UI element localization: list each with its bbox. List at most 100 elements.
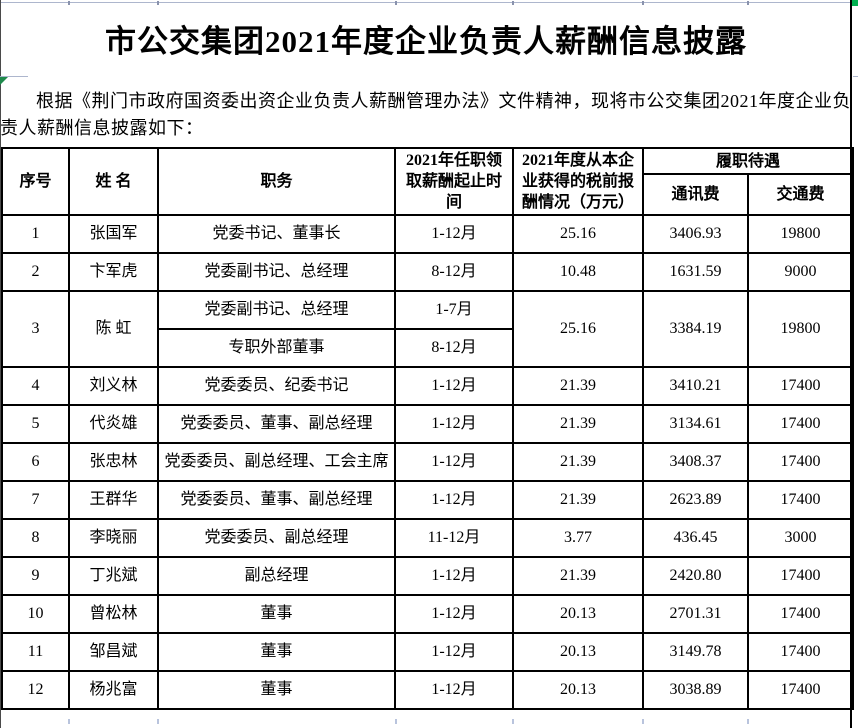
- cell-period: 11-12月: [394, 518, 514, 558]
- table-row: 3 陈 虹 党委副书记、总经理 1-7月 25.16 3384.19 19800: [1, 290, 855, 368]
- cell-comm: 3149.78: [642, 632, 749, 672]
- cell-name: 张国军: [68, 214, 159, 254]
- cell-comm: 2701.31: [642, 594, 749, 634]
- bottom-gridline-tick: [512, 719, 514, 724]
- bottom-gridline-tick: [157, 719, 159, 724]
- cell-pay: 10.48: [512, 252, 644, 292]
- table-row: 7 王群华 党委委员、董事、副总经理 1-12月 21.39 2623.89 1…: [1, 480, 855, 520]
- cell-transport: 17400: [746, 480, 855, 520]
- cell-no: 10: [1, 594, 70, 634]
- cell-no: 12: [1, 670, 70, 710]
- table-row: 1 张国军 党委书记、董事长 1-12月 25.16 3406.93 19800: [1, 214, 855, 254]
- table-row: 5 代炎雄 党委委员、董事、副总经理 1-12月 21.39 3134.61 1…: [1, 404, 855, 444]
- header-index: 序号: [1, 147, 70, 216]
- cell-comm: 3134.61: [642, 404, 749, 444]
- cell-period: 1-12月: [394, 556, 514, 596]
- top-gridline-tick: [157, 1, 159, 5]
- cell-transport: 19800: [746, 214, 855, 254]
- row-gridline-stub: [0, 76, 28, 77]
- header-period: 2021年任职领取薪酬起止时间: [394, 147, 514, 216]
- cell-no: 3: [1, 290, 70, 368]
- cell-name: 丁兆斌: [68, 556, 159, 596]
- cell-pay: 21.39: [512, 404, 644, 444]
- top-gridline-tick: [642, 1, 644, 5]
- error-check-triangle-icon: [0, 77, 8, 85]
- cell-period: 1-12月: [394, 214, 514, 254]
- cell-transport: 3000: [746, 518, 855, 558]
- table-row: 11 邹昌斌 董事 1-12月 20.13 3149.78 17400: [1, 632, 855, 672]
- bottom-gridline-tick: [642, 719, 644, 724]
- cell-no: 8: [1, 518, 70, 558]
- cell-pay: 3.77: [512, 518, 644, 558]
- page-title: 市公交集团2021年度企业负责人薪酬信息披露: [105, 24, 747, 59]
- cell-period: 1-12月: [394, 366, 514, 406]
- top-gridline-tick: [68, 1, 70, 5]
- cell-no: 11: [1, 632, 70, 672]
- cell-transport: 17400: [746, 442, 855, 482]
- cell-corner-marker: [852, 0, 858, 6]
- cell-position: 副总经理: [157, 556, 396, 596]
- table-row: 8 李晓丽 党委委员、副总经理 11-12月 3.77 436.45 3000: [1, 518, 855, 558]
- cell-name: 卞军虎: [68, 252, 159, 292]
- cell-name: 张忠林: [68, 442, 159, 482]
- cell-position: 董事: [157, 594, 396, 634]
- cell-no: 5: [1, 404, 70, 444]
- table-row: 4 刘义林 党委委员、纪委书记 1-12月 21.39 3410.21 1740…: [1, 366, 855, 406]
- cell-comm: 3406.93: [642, 214, 749, 254]
- cell-name: 代炎雄: [68, 404, 159, 444]
- cell-period: 1-12月: [394, 594, 514, 634]
- cell-pay: 20.13: [512, 594, 644, 634]
- header-pay: 2021年度从本企业获得的税前报酬情况（万元）: [512, 147, 644, 216]
- cell-position: 党委委员、副总经理、工会主席: [157, 442, 396, 482]
- table-row: 专职外部董事 8-12月: [2, 328, 853, 368]
- left-edge-line: [0, 0, 1, 728]
- cell-transport: 17400: [746, 556, 855, 596]
- table-row: 9 丁兆斌 副总经理 1-12月 21.39 2420.80 17400: [1, 556, 855, 596]
- cell-name: 杨兆富: [68, 670, 159, 710]
- cell-position: 党委委员、纪委书记: [157, 366, 396, 406]
- cell-transport: 17400: [746, 632, 855, 672]
- cell-period: 8-12月: [394, 252, 514, 292]
- cell-comm: 1631.59: [642, 252, 749, 292]
- cell-pay: 20.13: [512, 632, 644, 672]
- cell-period: 1-12月: [394, 670, 514, 710]
- cell-name: 邹昌斌: [68, 632, 159, 672]
- bottom-gridline-tick: [395, 719, 397, 724]
- cell-comm: 2623.89: [642, 480, 749, 520]
- cell-position: 董事: [157, 670, 396, 710]
- cell-transport: 17400: [746, 366, 855, 406]
- cell-pay: 25.16: [512, 290, 644, 368]
- table-row: 6 张忠林 党委委员、副总经理、工会主席 1-12月 21.39 3408.37…: [1, 442, 855, 482]
- header-position: 职务: [157, 147, 396, 216]
- top-gridline: [0, 2, 858, 3]
- cell-comm: 3038.89: [642, 670, 749, 710]
- cell-name: 曾松林: [68, 594, 159, 634]
- cell-position: 党委委员、副总经理: [157, 518, 396, 558]
- cell-position: 董事: [157, 632, 396, 672]
- cell-period: 1-7月: [394, 290, 514, 330]
- cell-comm: 3410.21: [642, 366, 749, 406]
- cell-pay: 25.16: [512, 214, 644, 254]
- header-name: 姓 名: [68, 147, 159, 216]
- bottom-gridline-tick: [747, 719, 749, 724]
- cell-transport: 9000: [746, 252, 855, 292]
- table-row: 12 杨兆富 董事 1-12月 20.13 3038.89 17400: [1, 670, 855, 710]
- cell-comm: 2420.80: [642, 556, 749, 596]
- cell-transport: 17400: [746, 594, 855, 634]
- cell-position: 党委副书记、总经理: [157, 252, 396, 292]
- cell-comm: 3408.37: [642, 442, 749, 482]
- cell-period: 1-12月: [394, 404, 514, 444]
- cell-no: 6: [1, 442, 70, 482]
- cell-period: 1-12月: [394, 632, 514, 672]
- header-comm-fee: 通讯费: [642, 173, 749, 216]
- cell-position: 专职外部董事: [157, 328, 396, 368]
- top-gridline-tick: [747, 1, 749, 5]
- cell-period: 1-12月: [394, 442, 514, 482]
- cell-name: 陈 虹: [68, 290, 159, 368]
- cell-pay: 20.13: [512, 670, 644, 710]
- cell-pay: 21.39: [512, 480, 644, 520]
- cell-comm: 436.45: [642, 518, 749, 558]
- header-benefits-group: 履职待遇: [641, 147, 855, 175]
- cell-period: 1-12月: [394, 480, 514, 520]
